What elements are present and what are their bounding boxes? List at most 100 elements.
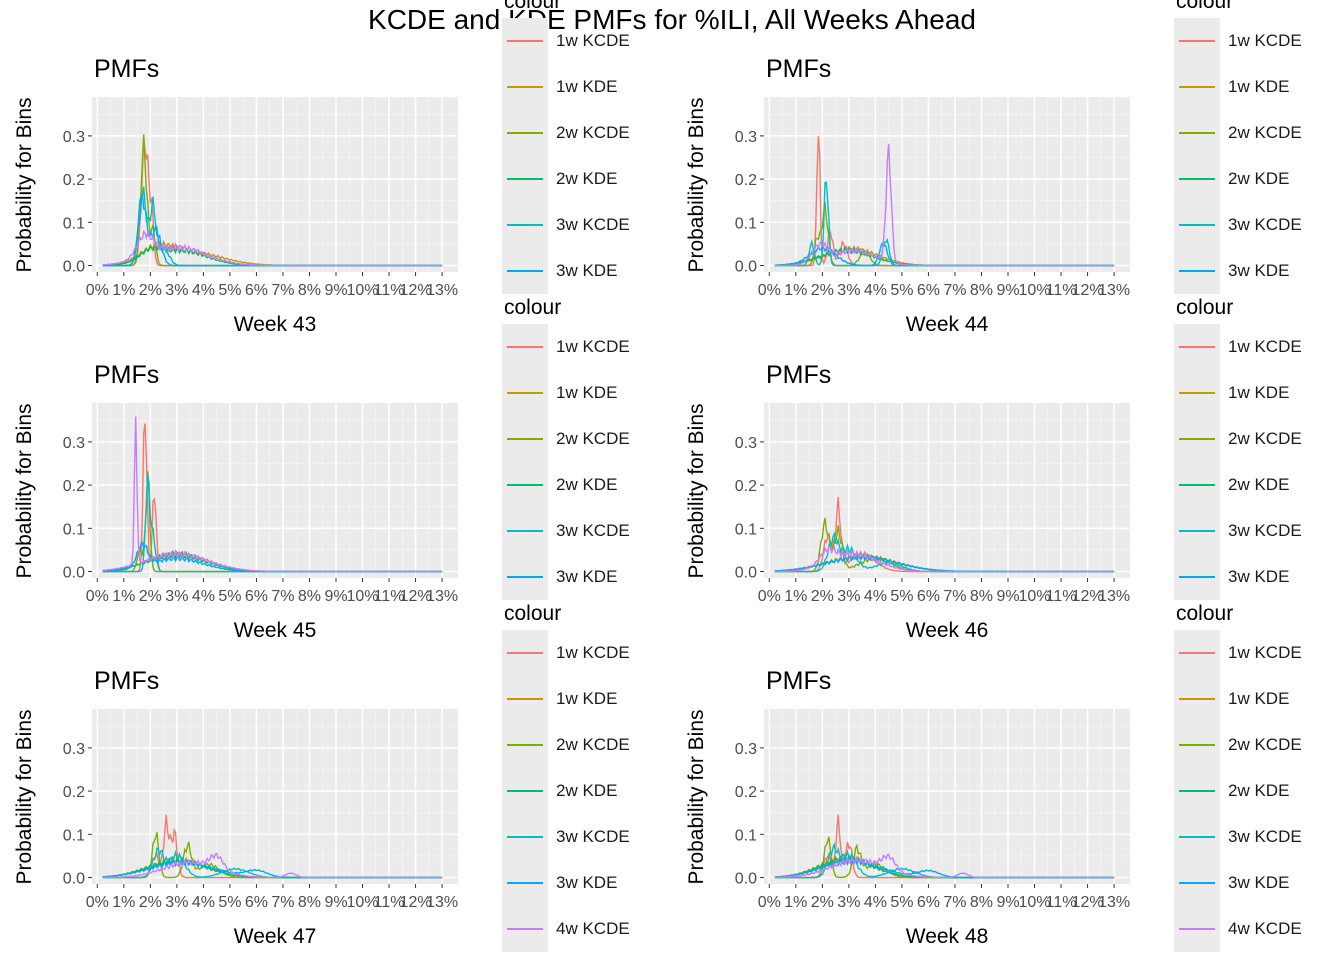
- y-tick-label: 0.0: [735, 565, 757, 582]
- legend-item: 1w KCDE: [502, 630, 672, 676]
- legend-label: 1w KDE: [1228, 383, 1290, 402]
- legend-item: 3w KDE: [502, 248, 672, 294]
- legend-item: 3w KCDE: [502, 508, 672, 554]
- x-tick-label: 9%: [996, 282, 1019, 299]
- series-line-4w-kcde: [102, 416, 443, 573]
- legend-item: 3w KCDE: [1174, 202, 1344, 248]
- x-tick-label: 11%: [374, 588, 405, 605]
- legend-label: 2w KCDE: [1228, 123, 1302, 142]
- legend-key: [1174, 554, 1220, 600]
- legend-label: 2w KDE: [556, 169, 618, 188]
- legend-key: [502, 248, 548, 294]
- legend-key: [1174, 64, 1220, 110]
- legend-key-line: [1179, 576, 1215, 578]
- x-tick-label: 12%: [400, 894, 432, 911]
- y-tick-label: 0.3: [735, 129, 757, 146]
- legend-label: 1w KDE: [1228, 77, 1290, 96]
- legend-item: 2w KCDE: [502, 722, 672, 768]
- y-tick-label: 0.1: [63, 215, 85, 232]
- legend-key: [1174, 248, 1220, 294]
- y-tick-label: 0.0: [63, 259, 85, 276]
- legend-item: 2w KDE: [502, 768, 672, 814]
- x-tick-label: 7%: [271, 282, 294, 299]
- x-axis-label: Week 48: [905, 925, 989, 948]
- x-axis-label: Week 46: [905, 619, 989, 642]
- x-tick-label: 2%: [139, 588, 162, 605]
- x-tick-label: 0%: [86, 588, 109, 605]
- legend-key-line: [507, 530, 543, 532]
- plot-background: [92, 403, 458, 578]
- x-tick-label: 0%: [86, 894, 109, 911]
- legend-item: 4w KCDE: [1174, 906, 1344, 952]
- legend-label: 2w KCDE: [556, 123, 630, 142]
- legend-key-line: [1179, 132, 1215, 134]
- legend-label: 2w KDE: [1228, 781, 1290, 800]
- legend-key: [502, 814, 548, 860]
- panel-title: PMFs: [94, 667, 160, 695]
- legend-key: [502, 416, 548, 462]
- legend-key-line: [507, 392, 543, 394]
- legend-item: 4w KCDE: [502, 906, 672, 952]
- legend-key: [1174, 768, 1220, 814]
- x-tick-label: 6%: [245, 894, 268, 911]
- legend-item: 1w KCDE: [1174, 324, 1344, 370]
- legend-item: 1w KDE: [502, 676, 672, 722]
- x-tick-label: 3%: [837, 894, 860, 911]
- legend-label: 2w KCDE: [1228, 429, 1302, 448]
- x-tick-label: 4%: [192, 894, 215, 911]
- x-tick-label: 11%: [1046, 282, 1077, 299]
- x-tick-label: 13%: [1098, 282, 1130, 299]
- x-tick-label: 13%: [426, 588, 458, 605]
- legend-key: [1174, 416, 1220, 462]
- x-tick-label: 13%: [426, 282, 458, 299]
- legend-key: [502, 324, 548, 370]
- plot-area: 0% 1% 2% 3% 4% 5% 6% 7% 8% 9%10%11%12%13% 0.0 0.1 0.…: [63, 403, 458, 605]
- legend-label: 1w KCDE: [1228, 31, 1302, 50]
- legend-key-line: [1179, 928, 1215, 930]
- x-tick-label: 7%: [943, 282, 966, 299]
- y-tick-label: 0.2: [735, 478, 757, 495]
- legend: colour 1w KCDE 1w KDE 2w KCDE 2w KDE 3w KCDE 3…: [1174, 296, 1344, 600]
- panel-title: PMFs: [94, 55, 160, 83]
- legend-key: [1174, 676, 1220, 722]
- x-axis-label: Week 44: [905, 313, 989, 336]
- y-tick-label: 0.0: [63, 565, 85, 582]
- legend-item: 3w KDE: [502, 554, 672, 600]
- x-tick-label: 1%: [112, 282, 135, 299]
- x-tick-label: 3%: [165, 588, 188, 605]
- x-tick-label: 10%: [347, 894, 379, 911]
- series-line-4w-kcde: [774, 545, 1115, 573]
- x-tick-label: 10%: [347, 282, 379, 299]
- legend-key-line: [1179, 882, 1215, 884]
- legend-item: 2w KDE: [502, 462, 672, 508]
- legend-label: 1w KCDE: [1228, 337, 1302, 356]
- y-tick-label: 0.0: [735, 259, 757, 276]
- legend-label: 2w KDE: [1228, 169, 1290, 188]
- legend-key-line: [1179, 744, 1215, 746]
- x-tick-label: 13%: [1098, 894, 1130, 911]
- legend-key-line: [1179, 836, 1215, 838]
- legend-key-line: [1179, 86, 1215, 88]
- y-tick-label: 0.0: [735, 871, 757, 888]
- legend-item: 1w KDE: [1174, 64, 1344, 110]
- legend-item: 1w KCDE: [1174, 630, 1344, 676]
- legend-key: [1174, 860, 1220, 906]
- legend-key: [1174, 110, 1220, 156]
- legend-label: 3w KCDE: [556, 827, 630, 846]
- legend-item: 2w KDE: [1174, 768, 1344, 814]
- legend-item: 3w KCDE: [502, 202, 672, 248]
- x-tick-label: 10%: [1019, 588, 1051, 605]
- legend-item: 3w KDE: [1174, 554, 1344, 600]
- y-tick-label: 0.2: [63, 784, 85, 801]
- x-tick-label: 10%: [1019, 894, 1051, 911]
- x-tick-label: 5%: [218, 588, 241, 605]
- legend-key-line: [1179, 40, 1215, 42]
- legend-label: 2w KDE: [556, 475, 618, 494]
- legend-key-line: [507, 882, 543, 884]
- legend-label: 2w KCDE: [556, 735, 630, 754]
- x-tick-label: 13%: [426, 894, 458, 911]
- legend-key: [502, 630, 548, 676]
- legend-label: 2w KDE: [556, 781, 618, 800]
- legend-key: [502, 676, 548, 722]
